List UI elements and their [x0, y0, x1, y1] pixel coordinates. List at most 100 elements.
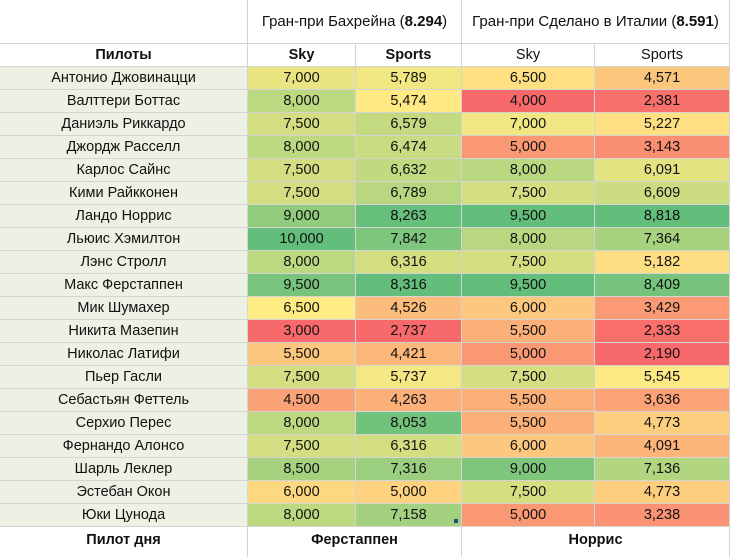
sky-bahrain-cell[interactable]: 9,500: [248, 274, 356, 297]
driver-name-cell[interactable]: Льюис Хэмилтон: [0, 228, 248, 251]
sports-bahrain-cell[interactable]: 5,000: [356, 481, 462, 504]
sports-header-bahrain[interactable]: Sports: [356, 44, 462, 67]
sky-bahrain-cell[interactable]: 7,000: [248, 67, 356, 90]
sky-italy-cell[interactable]: 9,500: [462, 274, 595, 297]
sports-bahrain-cell[interactable]: 8,053: [356, 412, 462, 435]
sports-italy-cell[interactable]: 4,773: [595, 481, 730, 504]
sports-italy-cell[interactable]: 4,773: [595, 412, 730, 435]
driver-name-cell[interactable]: Себастьян Феттель: [0, 389, 248, 412]
sports-bahrain-cell[interactable]: 6,632: [356, 159, 462, 182]
sky-bahrain-cell[interactable]: 8,500: [248, 458, 356, 481]
sports-bahrain-cell[interactable]: 6,789: [356, 182, 462, 205]
sky-bahrain-cell[interactable]: 7,500: [248, 182, 356, 205]
sky-italy-cell[interactable]: 8,000: [462, 159, 595, 182]
sky-bahrain-cell[interactable]: 7,500: [248, 159, 356, 182]
sky-header-italy[interactable]: Sky: [462, 44, 595, 67]
sky-italy-cell[interactable]: 7,500: [462, 366, 595, 389]
driver-name-cell[interactable]: Макс Ферстаппен: [0, 274, 248, 297]
sky-bahrain-cell[interactable]: 8,000: [248, 251, 356, 274]
sports-bahrain-cell[interactable]: 4,263: [356, 389, 462, 412]
sky-italy-cell[interactable]: 7,500: [462, 481, 595, 504]
driver-name-cell[interactable]: Даниэль Риккардо: [0, 113, 248, 136]
driver-name-cell[interactable]: Шарль Леклер: [0, 458, 248, 481]
driver-name-cell[interactable]: Николас Латифи: [0, 343, 248, 366]
sports-italy-cell[interactable]: 6,609: [595, 182, 730, 205]
driver-name-cell[interactable]: Кими Райкконен: [0, 182, 248, 205]
sports-italy-cell[interactable]: 7,136: [595, 458, 730, 481]
sky-italy-cell[interactable]: 5,000: [462, 504, 595, 527]
sports-italy-cell[interactable]: 8,818: [595, 205, 730, 228]
sky-italy-cell[interactable]: 6,500: [462, 67, 595, 90]
sports-bahrain-cell[interactable]: 8,316: [356, 274, 462, 297]
sports-italy-cell[interactable]: 5,545: [595, 366, 730, 389]
sports-bahrain-cell[interactable]: 6,316: [356, 251, 462, 274]
sports-italy-cell[interactable]: 2,333: [595, 320, 730, 343]
sports-bahrain-cell[interactable]: 5,474: [356, 90, 462, 113]
sky-bahrain-cell[interactable]: 8,000: [248, 504, 356, 527]
sky-bahrain-cell[interactable]: 7,500: [248, 366, 356, 389]
sports-bahrain-cell[interactable]: 7,316: [356, 458, 462, 481]
sky-italy-cell[interactable]: 9,500: [462, 205, 595, 228]
sports-bahrain-cell[interactable]: 4,421: [356, 343, 462, 366]
sky-bahrain-cell[interactable]: 10,000: [248, 228, 356, 251]
sports-bahrain-cell[interactable]: 7,158: [356, 504, 462, 527]
race-header-italy[interactable]: Гран-при Сделано в Италии (8.591): [462, 0, 730, 44]
fill-handle[interactable]: [454, 519, 458, 523]
driver-of-day-italy[interactable]: Норрис: [462, 527, 730, 557]
sky-header-bahrain[interactable]: Sky: [248, 44, 356, 67]
sports-bahrain-cell[interactable]: 5,789: [356, 67, 462, 90]
sky-italy-cell[interactable]: 5,000: [462, 136, 595, 159]
sports-italy-cell[interactable]: 4,571: [595, 67, 730, 90]
sky-italy-cell[interactable]: 5,500: [462, 389, 595, 412]
sky-bahrain-cell[interactable]: 8,000: [248, 90, 356, 113]
driver-name-cell[interactable]: Никита Мазепин: [0, 320, 248, 343]
sports-italy-cell[interactable]: 2,190: [595, 343, 730, 366]
driver-name-cell[interactable]: Антонио Джовинацци: [0, 67, 248, 90]
sky-italy-cell[interactable]: 6,000: [462, 435, 595, 458]
sports-bahrain-cell[interactable]: 8,263: [356, 205, 462, 228]
driver-of-day-label[interactable]: Пилот дня: [0, 527, 248, 557]
sports-bahrain-cell[interactable]: 6,316: [356, 435, 462, 458]
sports-italy-cell[interactable]: 3,636: [595, 389, 730, 412]
sky-italy-cell[interactable]: 9,000: [462, 458, 595, 481]
driver-name-cell[interactable]: Эстебан Окон: [0, 481, 248, 504]
sky-bahrain-cell[interactable]: 6,000: [248, 481, 356, 504]
sky-bahrain-cell[interactable]: 9,000: [248, 205, 356, 228]
sports-bahrain-cell[interactable]: 2,737: [356, 320, 462, 343]
sports-bahrain-cell[interactable]: 5,737: [356, 366, 462, 389]
sports-bahrain-cell[interactable]: 6,474: [356, 136, 462, 159]
sports-bahrain-cell[interactable]: 4,526: [356, 297, 462, 320]
driver-of-day-bahrain[interactable]: Ферстаппен: [248, 527, 462, 557]
drivers-header[interactable]: Пилоты: [0, 44, 248, 67]
sky-italy-cell[interactable]: 4,000: [462, 90, 595, 113]
sky-bahrain-cell[interactable]: 8,000: [248, 412, 356, 435]
sports-italy-cell[interactable]: 3,429: [595, 297, 730, 320]
sky-bahrain-cell[interactable]: 6,500: [248, 297, 356, 320]
sky-bahrain-cell[interactable]: 3,000: [248, 320, 356, 343]
sky-bahrain-cell[interactable]: 5,500: [248, 343, 356, 366]
driver-name-cell[interactable]: Серхио Перес: [0, 412, 248, 435]
sports-bahrain-cell[interactable]: 7,842: [356, 228, 462, 251]
driver-name-cell[interactable]: Пьер Гасли: [0, 366, 248, 389]
sky-italy-cell[interactable]: 7,500: [462, 251, 595, 274]
driver-name-cell[interactable]: Фернандо Алонсо: [0, 435, 248, 458]
sports-italy-cell[interactable]: 5,182: [595, 251, 730, 274]
sky-italy-cell[interactable]: 5,500: [462, 412, 595, 435]
driver-name-cell[interactable]: Мик Шумахер: [0, 297, 248, 320]
sky-italy-cell[interactable]: 7,500: [462, 182, 595, 205]
sky-italy-cell[interactable]: 6,000: [462, 297, 595, 320]
sports-italy-cell[interactable]: 5,227: [595, 113, 730, 136]
driver-name-cell[interactable]: Ландо Норрис: [0, 205, 248, 228]
sports-italy-cell[interactable]: 3,238: [595, 504, 730, 527]
sports-italy-cell[interactable]: 7,364: [595, 228, 730, 251]
sky-bahrain-cell[interactable]: 7,500: [248, 113, 356, 136]
sky-bahrain-cell[interactable]: 7,500: [248, 435, 356, 458]
driver-name-cell[interactable]: Валттери Боттас: [0, 90, 248, 113]
driver-name-cell[interactable]: Лэнс Стролл: [0, 251, 248, 274]
race-header-bahrain[interactable]: Гран-при Бахрейна (8.294): [248, 0, 462, 44]
sports-bahrain-cell[interactable]: 6,579: [356, 113, 462, 136]
sky-italy-cell[interactable]: 5,000: [462, 343, 595, 366]
corner-cell[interactable]: [0, 0, 248, 44]
sky-italy-cell[interactable]: 7,000: [462, 113, 595, 136]
sky-bahrain-cell[interactable]: 4,500: [248, 389, 356, 412]
